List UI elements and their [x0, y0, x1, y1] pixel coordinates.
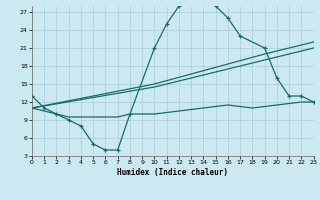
X-axis label: Humidex (Indice chaleur): Humidex (Indice chaleur) [117, 168, 228, 177]
